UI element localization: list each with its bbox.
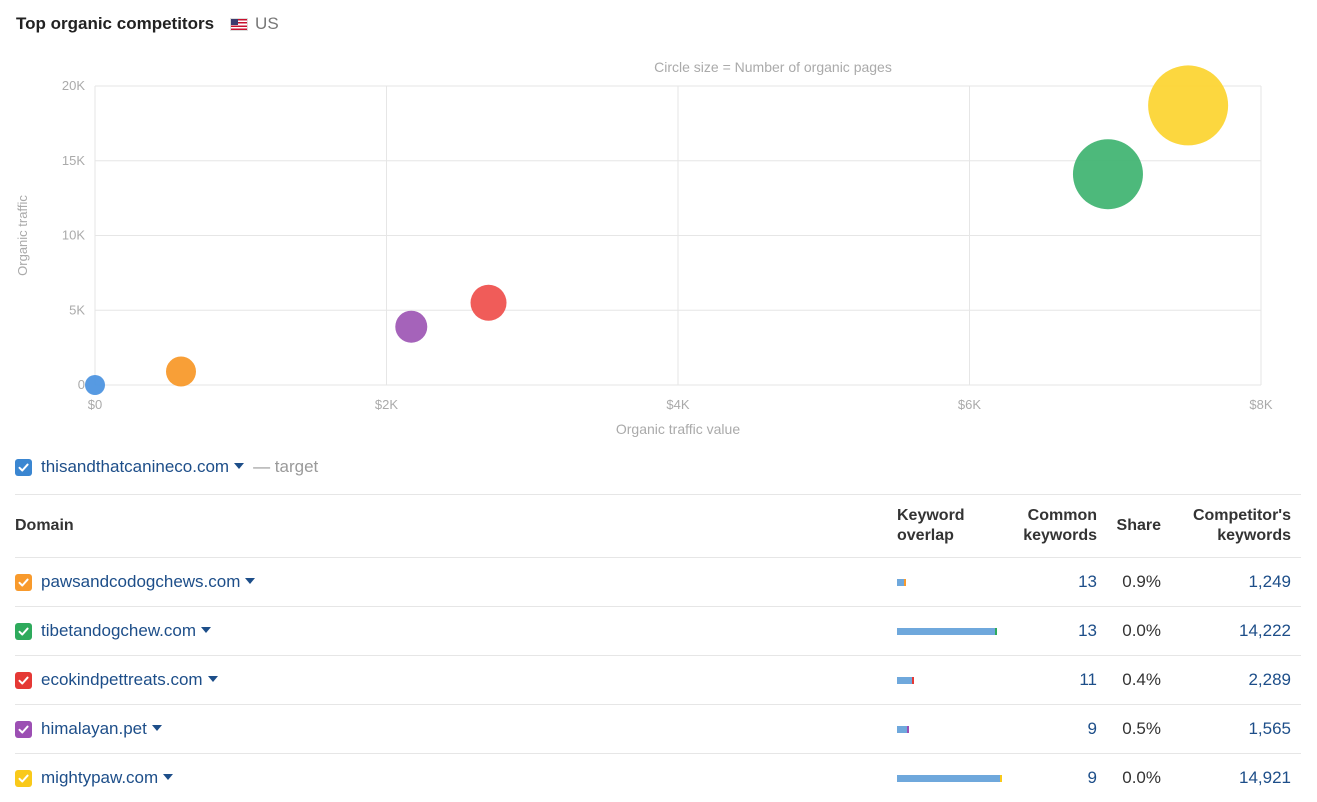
check-icon [17, 723, 30, 736]
y-tick-label: 5K [69, 302, 85, 317]
bubble-point [1148, 65, 1228, 145]
keyword-overlap-bar [897, 677, 914, 684]
chevron-down-icon[interactable] [234, 463, 244, 469]
competitor-domain-link[interactable]: himalayan.pet [41, 719, 147, 739]
country-label[interactable]: US [255, 14, 279, 34]
table-row: tibetandogchew.com 13 0.0% 14,222 [15, 607, 1301, 656]
us-flag-icon [230, 18, 248, 31]
competitors-bubble-chart: $0 $2K $4K $6K $8K 0 5K 10K 15K 20K Circle size = … [0, 50, 1317, 450]
bubble-point [85, 375, 105, 395]
header-share[interactable]: Share [1097, 495, 1161, 558]
competitor-keywords-value[interactable]: 2,289 [1248, 670, 1291, 689]
chart-title: Circle size = Number of organic pages [654, 59, 892, 75]
common-keywords-value[interactable]: 9 [1088, 768, 1097, 787]
y-tick-label: 15K [62, 153, 85, 168]
competitor-keywords-value[interactable]: 1,565 [1248, 719, 1291, 738]
table-row: pawsandcodogchews.com 13 0.9% 1,249 [15, 558, 1301, 607]
row-checkbox[interactable] [15, 623, 32, 640]
competitor-domain-link[interactable]: ecokindpettreats.com [41, 670, 203, 690]
keyword-overlap-bar [897, 726, 909, 733]
check-icon [17, 772, 30, 785]
competitor-keywords-value[interactable]: 1,249 [1248, 572, 1291, 591]
share-value: 0.4% [1122, 670, 1161, 689]
row-checkbox[interactable] [15, 721, 32, 738]
competitor-keywords-value[interactable]: 14,222 [1239, 621, 1291, 640]
competitor-domain-link[interactable]: pawsandcodogchews.com [41, 572, 240, 592]
table-row: himalayan.pet 9 0.5% 1,565 [15, 705, 1301, 754]
x-tick-label: $8K [1249, 397, 1272, 412]
y-axis-label: Organic traffic [15, 195, 30, 276]
keyword-overlap-bar [897, 775, 1002, 782]
check-icon [17, 674, 30, 687]
y-tick-label: 10K [62, 228, 85, 243]
target-label: — target [253, 457, 318, 477]
y-tick-label: 0 [78, 377, 85, 392]
header: Top organic competitors US [16, 12, 279, 36]
row-checkbox[interactable] [15, 574, 32, 591]
chevron-down-icon[interactable] [163, 774, 173, 780]
share-value: 0.9% [1122, 572, 1161, 591]
y-tick-label: 20K [62, 78, 85, 93]
keyword-overlap-bar [897, 628, 997, 635]
x-tick-label: $4K [666, 397, 689, 412]
table-row: ecokindpettreats.com 11 0.4% 2,289 [15, 656, 1301, 705]
share-value: 0.5% [1122, 719, 1161, 738]
common-keywords-value[interactable]: 13 [1078, 621, 1097, 640]
keyword-overlap-bar [897, 579, 906, 586]
bubble-point [1073, 139, 1143, 209]
target-domain-row: thisandthatcanineco.com — target [15, 455, 318, 479]
check-icon [17, 625, 30, 638]
header-domain[interactable]: Domain [15, 495, 897, 558]
x-tick-label: $2K [375, 397, 398, 412]
x-axis-label: Organic traffic value [616, 421, 740, 437]
common-keywords-value[interactable]: 9 [1088, 719, 1097, 738]
competitor-domain-link[interactable]: tibetandogchew.com [41, 621, 196, 641]
bubble-point [395, 311, 427, 343]
x-tick-label: $0 [88, 397, 102, 412]
chevron-down-icon[interactable] [152, 725, 162, 731]
page-title: Top organic competitors [16, 14, 214, 34]
chevron-down-icon[interactable] [245, 578, 255, 584]
bubble-point [166, 357, 196, 387]
competitor-keywords-value[interactable]: 14,921 [1239, 768, 1291, 787]
table-row: mightypaw.com 9 0.0% 14,921 [15, 754, 1301, 802]
chevron-down-icon[interactable] [201, 627, 211, 633]
check-icon [17, 576, 30, 589]
x-tick-label: $6K [958, 397, 981, 412]
check-icon [17, 461, 30, 474]
common-keywords-value[interactable]: 13 [1078, 572, 1097, 591]
target-checkbox[interactable] [15, 459, 32, 476]
row-checkbox[interactable] [15, 770, 32, 787]
chevron-down-icon[interactable] [208, 676, 218, 682]
competitor-domain-link[interactable]: mightypaw.com [41, 768, 158, 788]
common-keywords-value[interactable]: 11 [1079, 670, 1097, 689]
row-checkbox[interactable] [15, 672, 32, 689]
target-domain-link[interactable]: thisandthatcanineco.com [41, 457, 229, 477]
bubble-point [471, 285, 507, 321]
share-value: 0.0% [1122, 621, 1161, 640]
share-value: 0.0% [1122, 768, 1161, 787]
